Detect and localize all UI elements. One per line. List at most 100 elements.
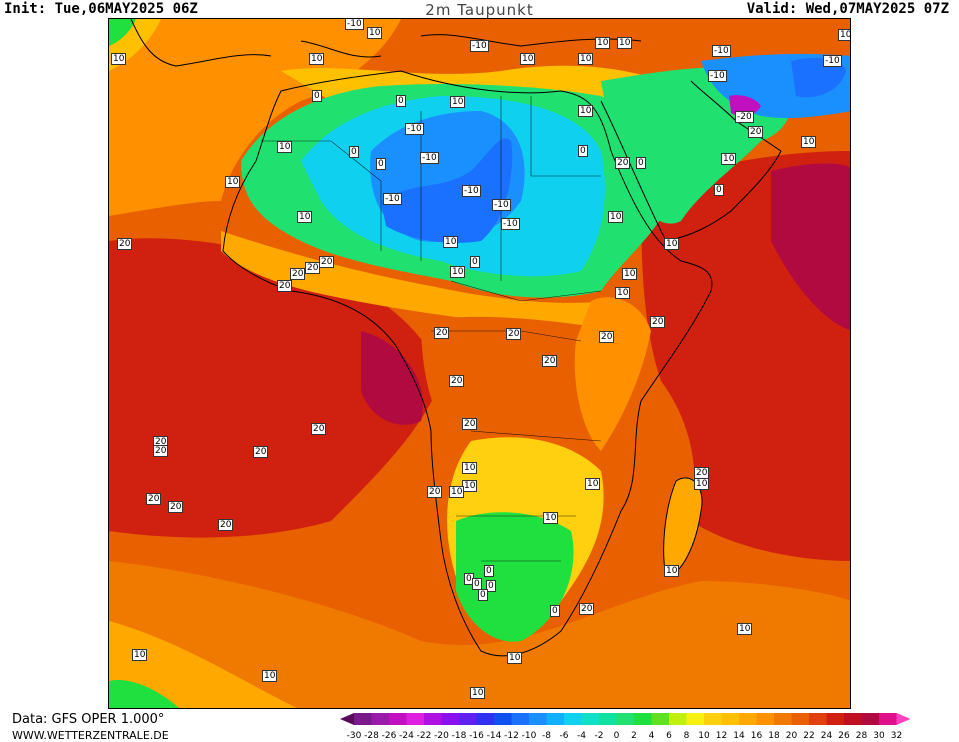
legend-tick-label: -12 [504, 731, 519, 740]
contour-label: 10 [450, 266, 466, 278]
legend-tick-label: 24 [821, 731, 833, 740]
contour-label: 20 [579, 603, 595, 615]
contour-label: 20 [168, 501, 184, 513]
contour-label: 0 [636, 157, 646, 169]
contour-label: 20 [599, 331, 615, 343]
legend-tick-label: -28 [364, 731, 379, 740]
contour-label: 10 [132, 649, 148, 661]
legend-swatch [844, 713, 862, 725]
contour-label: 20 [311, 423, 327, 435]
contour-label: 0 [349, 146, 359, 158]
contour-label: -10 [420, 152, 439, 164]
legend-tick-label: 16 [751, 731, 763, 740]
contour-label: 20 [153, 445, 169, 457]
contour-label: 10 [617, 37, 633, 49]
contour-label: 10 [585, 478, 601, 490]
contour-label: 0 [714, 184, 724, 196]
legend-swatch [354, 713, 372, 725]
sahara-dark-blue [381, 138, 513, 243]
dewpoint-map: 10 10 10 -10 -10 10 10 10 10 -10 -10 -10 10 -20 20 0 0 10… [108, 18, 851, 709]
legend-arrow-left [340, 713, 354, 725]
contour-label: -10 [405, 123, 424, 135]
legend-swatch [406, 713, 425, 725]
contour-label: 10 [608, 211, 624, 223]
legend-swatch [546, 713, 565, 725]
contour-label: 0 [396, 95, 406, 107]
gulf-of-guinea-core [361, 331, 423, 425]
contour-label: 10 [449, 486, 465, 498]
website-credit: WWW.WETTERZENTRALE.DE [12, 729, 169, 742]
legend-tick-label: 12 [716, 731, 727, 740]
contour-label: 10 [277, 141, 293, 153]
contour-label: 10 [309, 53, 325, 65]
legend-tick-label: -4 [577, 731, 586, 740]
contour-label: 20 [305, 262, 321, 274]
contour-label: -10 [712, 45, 731, 57]
contour-label: 10 [262, 670, 278, 682]
color-legend: -30 -28 -26 -24 -22 -20 -18 -16 -14 -12 -10 -8 -6 -4-… [336, 712, 956, 740]
contour-label: 10 [664, 565, 680, 577]
southern-ocean-zone [109, 561, 850, 708]
legend-arrow-right [896, 713, 911, 725]
contour-label: 20 [290, 268, 306, 280]
contour-label: 0 [478, 589, 488, 601]
contour-label: 10 [443, 236, 459, 248]
contour-label: 20 [650, 316, 666, 328]
contour-label: 20 [449, 375, 465, 387]
contour-label: -10 [470, 40, 489, 52]
legend-swatch [721, 713, 740, 725]
contour-label: 10 [615, 287, 631, 299]
contour-label: 0 [550, 605, 560, 617]
legend-tick-label: -18 [452, 731, 467, 740]
legend-swatch [459, 713, 477, 725]
legend-tick-label: 6 [666, 731, 672, 740]
legend-tick-label: 26 [838, 731, 850, 740]
legend-tick-label: -20 [434, 731, 449, 740]
contour-label: 0 [486, 580, 496, 592]
legend-tick-label: 8 [684, 731, 690, 740]
contour-label: 20 [434, 327, 450, 339]
contour-label: -10 [492, 199, 511, 211]
legend-tick-label: 32 [891, 731, 902, 740]
contour-label: 10 [225, 176, 241, 188]
contour-label: -10 [501, 218, 520, 230]
contour-label: 10 [297, 211, 313, 223]
legend-swatch [791, 713, 810, 725]
contour-label: 10 [367, 27, 383, 39]
contour-label: 20 [427, 486, 443, 498]
legend-tick-label: 28 [856, 731, 868, 740]
contour-label: 0 [312, 90, 322, 102]
contour-label: 0 [470, 256, 480, 268]
contour-label: 20 [615, 157, 631, 169]
contour-label: 0 [472, 578, 482, 590]
legend-swatch [389, 713, 407, 725]
sahel-band [221, 231, 614, 331]
valid-time: Valid: Wed,07MAY2025 07Z [746, 1, 949, 17]
contour-label: 20 [277, 280, 293, 292]
contour-label: -10 [345, 19, 364, 30]
southern-ocean-cool [109, 621, 297, 708]
legend-swatch [704, 713, 722, 725]
legend-swatch [879, 713, 897, 725]
legend-swatch [371, 713, 390, 725]
arabian-sea-core [771, 163, 850, 331]
legend-tick-label: -8 [542, 731, 551, 740]
contour-label: 10 [507, 652, 523, 664]
legend-tick-label: 22 [803, 731, 814, 740]
contour-label: 20 [218, 519, 234, 531]
legend-tick-label: -22 [417, 731, 432, 740]
legend-swatch [494, 713, 512, 725]
madagascar [663, 477, 702, 576]
contour-label: 20 [253, 446, 269, 458]
legend-swatch [826, 713, 845, 725]
contour-label: 10 [801, 136, 817, 148]
contour-label: 10 [595, 37, 611, 49]
contour-label: 0 [376, 158, 386, 170]
legend-tick-label: 4 [649, 731, 655, 740]
legend-swatch [774, 713, 792, 725]
legend-tick-label: -10 [522, 731, 537, 740]
contour-label: 10 [578, 53, 594, 65]
chart-title: 2m Taupunkt [425, 1, 534, 19]
legend-tick-label: 0 [614, 731, 620, 740]
legend-tick-label: -6 [560, 731, 569, 740]
